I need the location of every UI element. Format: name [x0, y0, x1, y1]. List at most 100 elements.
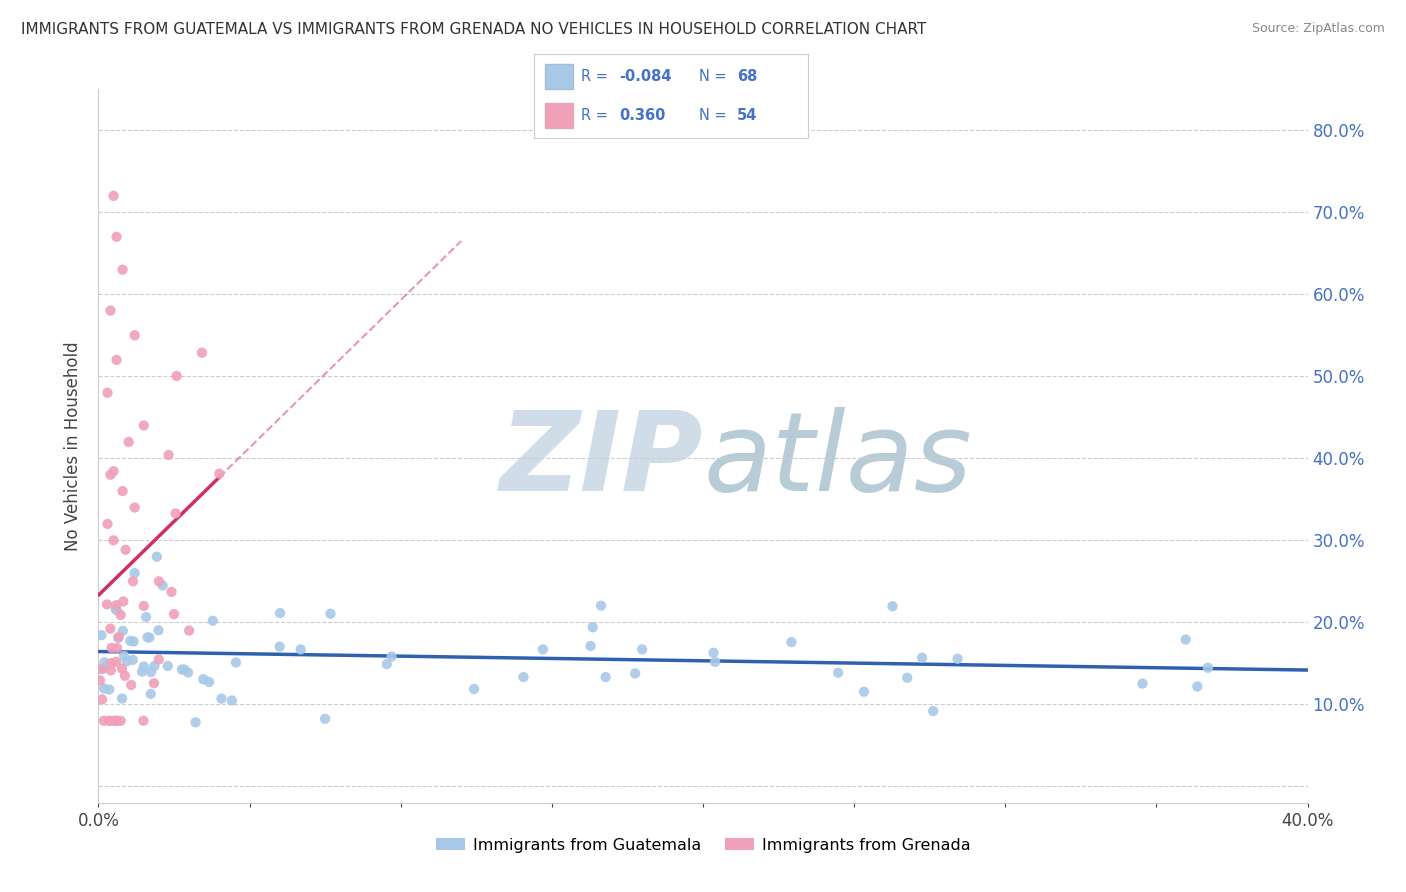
Text: 54: 54: [737, 108, 758, 123]
Point: [124, 500, 146, 515]
Point: [143, 659, 166, 673]
Point: [375, 657, 398, 671]
Point: [852, 685, 875, 699]
Point: [163, 607, 186, 622]
Legend: Immigrants from Guatemala, Immigrants from Grenada: Immigrants from Guatemala, Immigrants fr…: [429, 831, 977, 859]
Text: ZIP: ZIP: [499, 407, 703, 514]
Point: [704, 655, 727, 669]
Point: [118, 434, 141, 449]
Point: [105, 352, 128, 367]
Point: [103, 464, 125, 478]
Point: [96, 385, 118, 400]
Point: [100, 622, 122, 636]
Point: [582, 620, 605, 634]
Point: [103, 189, 125, 203]
Point: [882, 599, 904, 614]
Point: [93, 714, 115, 728]
Text: atlas: atlas: [703, 407, 972, 514]
Point: [107, 630, 129, 644]
Point: [946, 652, 969, 666]
Point: [290, 642, 312, 657]
Point: [531, 642, 554, 657]
Point: [114, 542, 136, 557]
Point: [112, 648, 135, 663]
Point: [107, 631, 129, 645]
Point: [177, 665, 200, 680]
Point: [780, 635, 803, 649]
Point: [105, 714, 128, 728]
Text: R =: R =: [581, 69, 613, 84]
Point: [121, 653, 143, 667]
Point: [827, 665, 849, 680]
Point: [112, 594, 135, 608]
Point: [1187, 680, 1209, 694]
Point: [131, 665, 153, 679]
Point: [104, 714, 127, 728]
Point: [115, 654, 138, 668]
Point: [100, 656, 122, 670]
Point: [132, 659, 155, 673]
Point: [103, 714, 125, 728]
Point: [98, 714, 121, 728]
Point: [184, 715, 207, 730]
Point: [1132, 676, 1154, 690]
Point: [132, 418, 155, 433]
Point: [589, 599, 612, 613]
Text: 68: 68: [737, 69, 758, 84]
Point: [91, 692, 114, 706]
Point: [105, 598, 128, 612]
Point: [136, 630, 159, 644]
Point: [96, 598, 118, 612]
Point: [104, 602, 127, 616]
Point: [100, 640, 122, 655]
Point: [198, 675, 221, 690]
Point: [105, 230, 128, 244]
Point: [211, 691, 233, 706]
Point: [100, 467, 122, 482]
Point: [139, 665, 162, 680]
Point: [269, 640, 291, 654]
Point: [922, 704, 945, 718]
Text: N =: N =: [699, 108, 731, 123]
Point: [90, 628, 112, 642]
Point: [166, 369, 188, 384]
Point: [96, 516, 118, 531]
Point: [314, 712, 336, 726]
Point: [111, 624, 134, 638]
Point: [111, 262, 134, 277]
Point: [120, 678, 142, 692]
Point: [148, 624, 170, 638]
Point: [98, 714, 121, 728]
Point: [160, 585, 183, 599]
Point: [1174, 632, 1197, 647]
Point: [911, 650, 934, 665]
Point: [103, 533, 125, 548]
Point: [98, 682, 121, 697]
Point: [100, 664, 122, 678]
Point: [148, 574, 170, 589]
Point: [105, 603, 128, 617]
Point: [173, 663, 195, 677]
Text: N =: N =: [699, 69, 731, 84]
Point: [110, 607, 132, 622]
Point: [179, 624, 201, 638]
Point: [201, 614, 224, 628]
Point: [93, 656, 115, 670]
Text: IMMIGRANTS FROM GUATEMALA VS IMMIGRANTS FROM GRENADA NO VEHICLES IN HOUSEHOLD CO: IMMIGRANTS FROM GUATEMALA VS IMMIGRANTS …: [21, 22, 927, 37]
Point: [170, 663, 193, 677]
Point: [111, 662, 134, 676]
Y-axis label: No Vehicles in Household: No Vehicles in Household: [65, 341, 83, 551]
Point: [191, 345, 214, 359]
Point: [110, 714, 132, 728]
Point: [105, 641, 128, 656]
Point: [100, 303, 122, 318]
Point: [381, 649, 404, 664]
Point: [512, 670, 534, 684]
Point: [463, 681, 485, 696]
Point: [132, 714, 155, 728]
Point: [702, 646, 724, 660]
Point: [148, 652, 170, 666]
Point: [138, 631, 160, 645]
Point: [208, 467, 231, 481]
Bar: [546, 63, 572, 89]
